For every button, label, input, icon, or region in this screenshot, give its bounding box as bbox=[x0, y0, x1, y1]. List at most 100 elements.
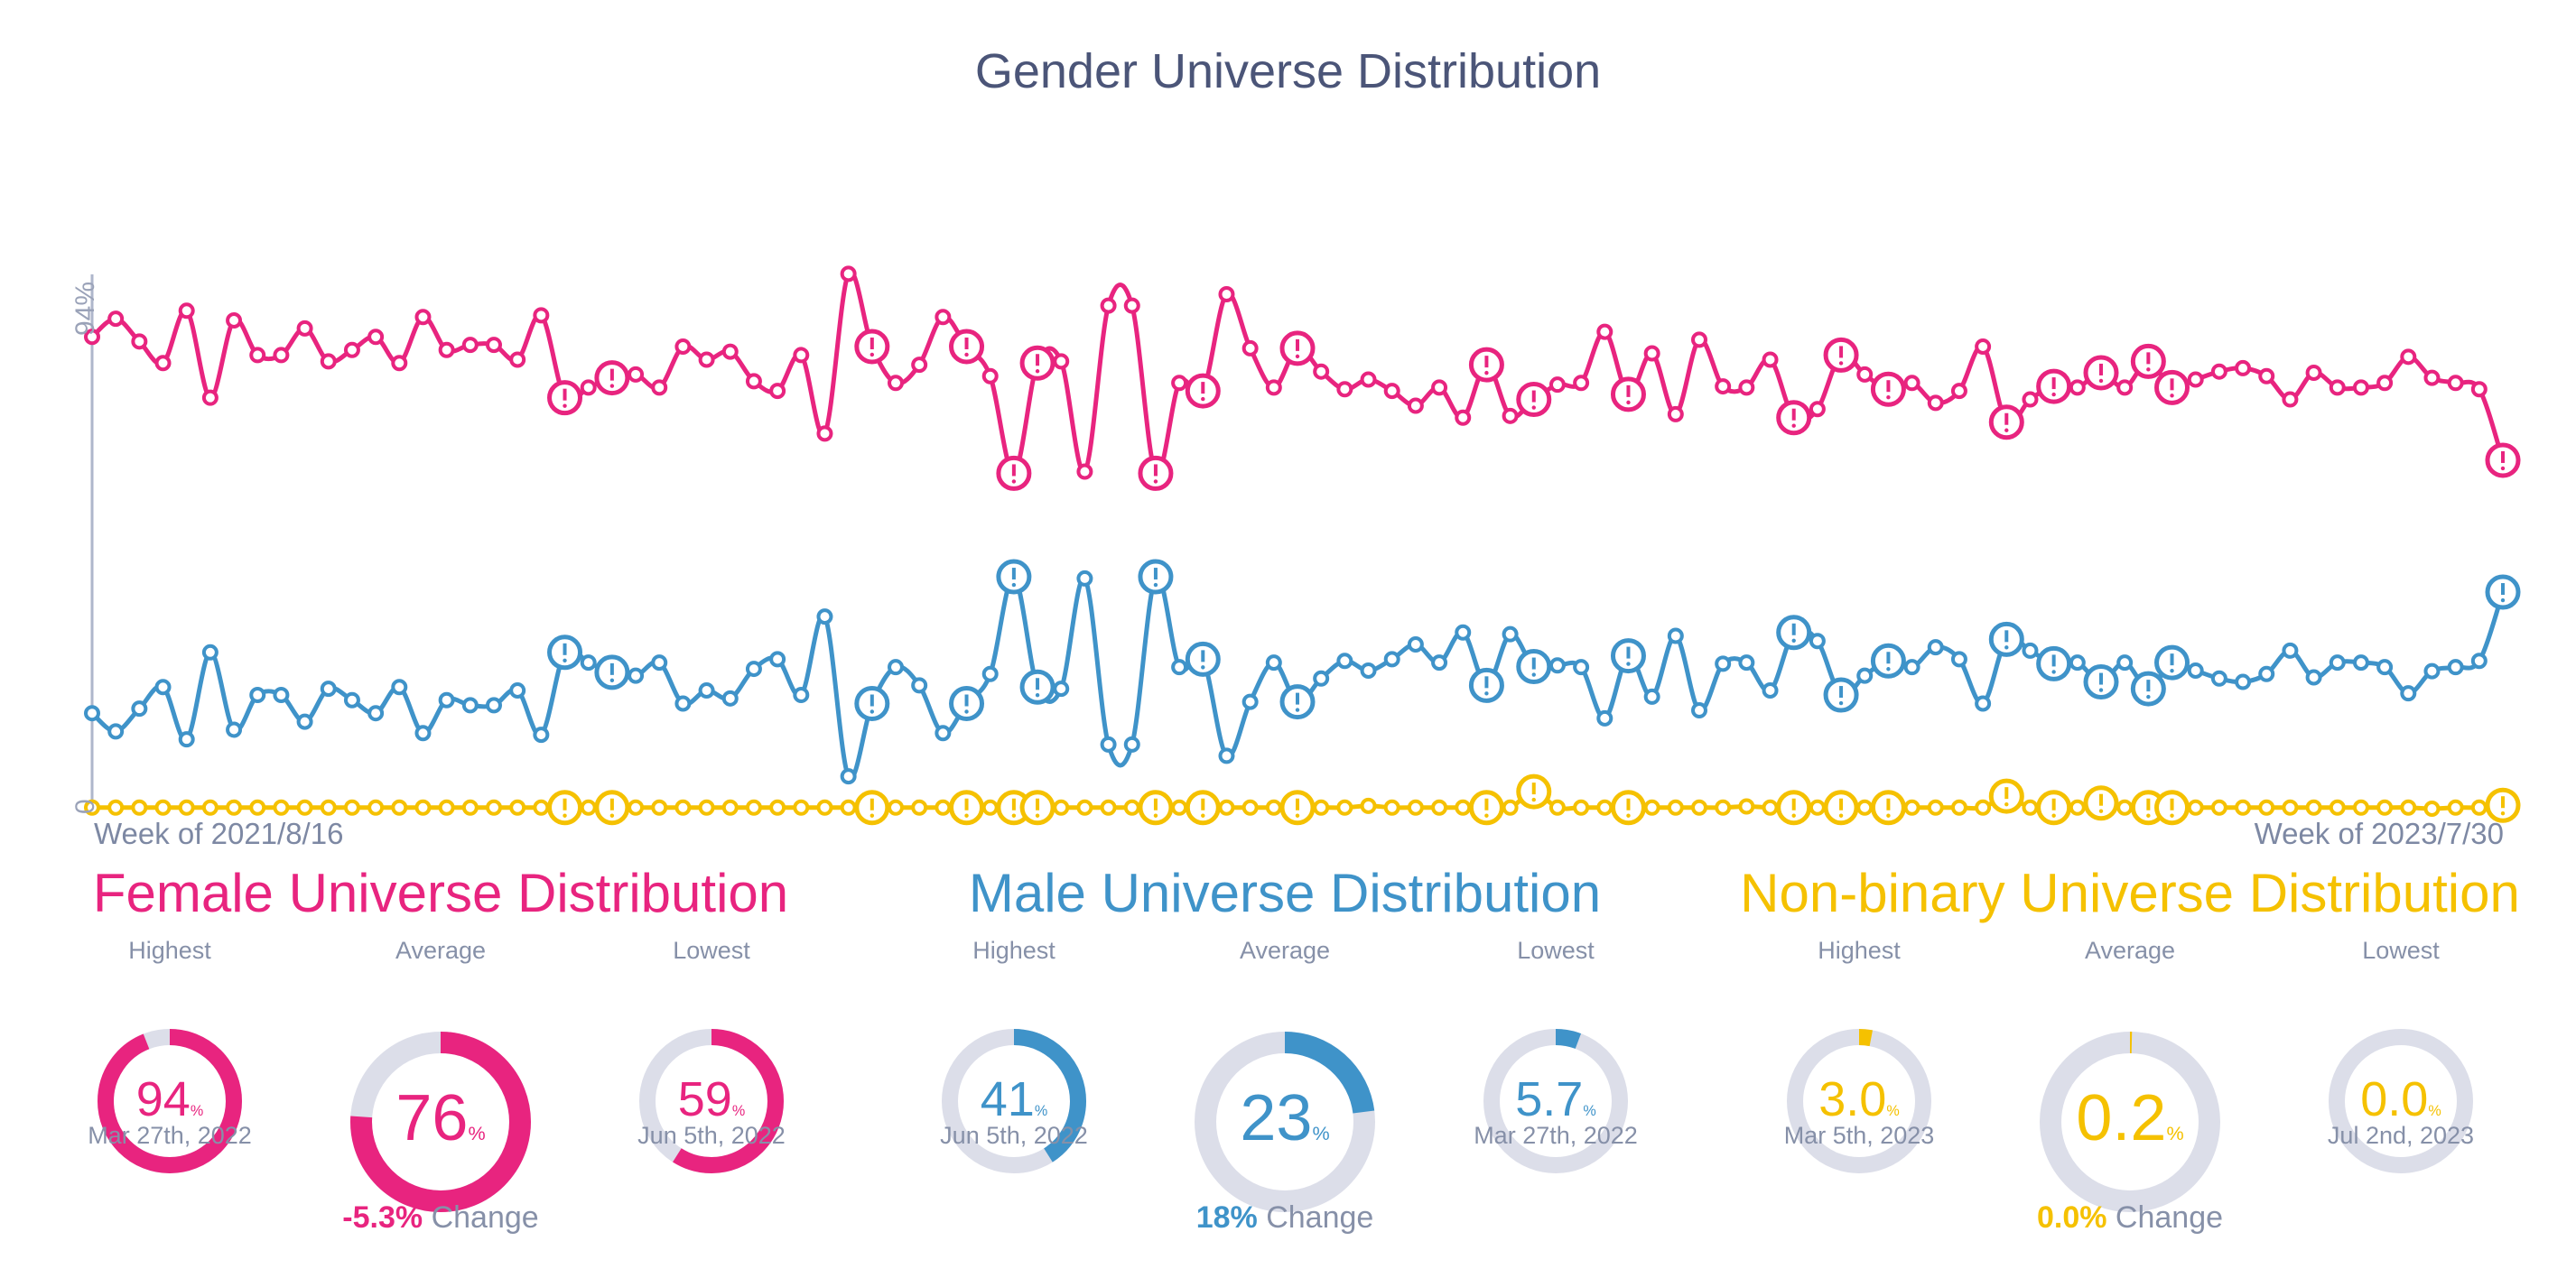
nonbinary-data-point[interactable] bbox=[273, 799, 290, 816]
female-data-point[interactable] bbox=[2258, 367, 2275, 384]
female-data-point[interactable] bbox=[911, 357, 928, 374]
female-data-point[interactable] bbox=[2400, 348, 2417, 366]
nonbinary-data-point[interactable] bbox=[2400, 799, 2417, 816]
female-data-point[interactable] bbox=[1596, 323, 1613, 340]
nonbinary-data-point[interactable] bbox=[1975, 799, 1992, 816]
male-data-point[interactable] bbox=[201, 644, 219, 661]
male-data-point[interactable] bbox=[1360, 662, 1377, 679]
nonbinary-data-point[interactable] bbox=[1455, 799, 1472, 816]
female-data-point[interactable] bbox=[1053, 353, 1070, 370]
nonbinary-data-point[interactable] bbox=[533, 799, 550, 816]
nonbinary-data-point[interactable] bbox=[1903, 799, 1920, 816]
female-data-point[interactable] bbox=[674, 338, 692, 355]
female-data-point[interactable] bbox=[935, 309, 952, 326]
nonbinary-data-point[interactable] bbox=[2352, 799, 2369, 816]
male-data-point[interactable] bbox=[1573, 659, 1590, 676]
female-data-point[interactable] bbox=[391, 355, 408, 372]
male-data-point[interactable] bbox=[840, 768, 857, 785]
male-data-point[interactable] bbox=[935, 725, 952, 742]
female-data-point[interactable] bbox=[1076, 463, 1093, 480]
male-data-point[interactable] bbox=[1336, 653, 1353, 670]
male-data-point[interactable] bbox=[1856, 667, 1874, 684]
nonbinary-data-point[interactable] bbox=[840, 799, 857, 816]
female-data-point[interactable] bbox=[1218, 286, 1235, 303]
female-data-point[interactable] bbox=[2282, 391, 2299, 408]
male-data-point[interactable] bbox=[2329, 654, 2346, 672]
nonbinary-data-point[interactable] bbox=[721, 799, 739, 816]
nonbinary-data-point[interactable] bbox=[1667, 799, 1684, 816]
nonbinary-data-point[interactable] bbox=[1950, 799, 1967, 816]
male-data-point[interactable] bbox=[793, 687, 810, 704]
nonbinary-data-point[interactable] bbox=[1431, 799, 1448, 816]
nonbinary-data-point[interactable] bbox=[1715, 799, 1732, 816]
nonbinary-data-point[interactable] bbox=[1336, 799, 1353, 816]
nonbinary-data-point[interactable] bbox=[438, 799, 455, 816]
male-data-point[interactable] bbox=[1100, 736, 1117, 753]
female-data-point[interactable] bbox=[888, 375, 904, 392]
female-data-point[interactable] bbox=[1950, 383, 1967, 400]
female-data-point[interactable] bbox=[2329, 379, 2346, 396]
male-data-point[interactable] bbox=[1903, 659, 1920, 676]
nonbinary-data-point[interactable] bbox=[391, 799, 408, 816]
male-data-point[interactable] bbox=[461, 697, 479, 714]
nonbinary-data-point[interactable] bbox=[1502, 799, 1519, 816]
female-data-point[interactable] bbox=[1548, 376, 1566, 394]
female-data-point[interactable] bbox=[1407, 397, 1424, 414]
nonbinary-data-point[interactable] bbox=[1265, 799, 1282, 816]
male-data-point[interactable] bbox=[391, 679, 408, 696]
nonbinary-data-point[interactable] bbox=[2376, 799, 2394, 816]
male-data-point[interactable] bbox=[1667, 627, 1684, 644]
nonbinary-data-point[interactable] bbox=[698, 799, 715, 816]
nonbinary-data-point[interactable] bbox=[2447, 799, 2464, 816]
male-data-point[interactable] bbox=[1762, 682, 1779, 699]
male-data-point[interactable] bbox=[580, 654, 597, 672]
male-data-point[interactable] bbox=[2187, 662, 2204, 679]
male-data-point[interactable] bbox=[2470, 653, 2488, 670]
male-data-point[interactable] bbox=[486, 697, 502, 714]
female-data-point[interactable] bbox=[320, 353, 337, 370]
female-data-point[interactable] bbox=[509, 351, 526, 368]
female-data-point[interactable] bbox=[414, 309, 432, 326]
nonbinary-data-point[interactable] bbox=[2329, 799, 2346, 816]
male-data-point[interactable] bbox=[154, 679, 172, 696]
male-data-point[interactable] bbox=[721, 690, 739, 707]
nonbinary-data-point[interactable] bbox=[1360, 797, 1377, 814]
female-data-point[interactable] bbox=[1313, 363, 1330, 380]
female-data-point[interactable] bbox=[2116, 379, 2134, 396]
male-data-point[interactable] bbox=[1809, 633, 1826, 650]
female-data-point[interactable] bbox=[1738, 379, 1755, 396]
male-data-point[interactable] bbox=[273, 687, 290, 704]
female-data-point[interactable] bbox=[273, 347, 290, 364]
nonbinary-data-point[interactable] bbox=[1596, 799, 1613, 816]
male-data-point[interactable] bbox=[1218, 747, 1235, 764]
male-data-point[interactable] bbox=[131, 700, 148, 718]
male-data-point[interactable] bbox=[2376, 659, 2394, 676]
nonbinary-data-point[interactable] bbox=[1053, 799, 1070, 816]
female-data-point[interactable] bbox=[1502, 407, 1519, 424]
nonbinary-data-point[interactable] bbox=[674, 799, 692, 816]
female-data-point[interactable] bbox=[2210, 363, 2227, 380]
nonbinary-data-point[interactable] bbox=[320, 799, 337, 816]
male-data-point[interactable] bbox=[107, 723, 125, 740]
female-data-point[interactable] bbox=[178, 302, 195, 320]
female-data-point[interactable] bbox=[461, 337, 479, 354]
nonbinary-data-point[interactable] bbox=[1123, 799, 1140, 816]
nonbinary-data-point[interactable] bbox=[1573, 799, 1590, 816]
nonbinary-data-point[interactable] bbox=[2470, 799, 2488, 816]
female-data-point[interactable] bbox=[84, 329, 100, 346]
male-data-point[interactable] bbox=[1431, 654, 1448, 672]
female-data-point[interactable] bbox=[1360, 371, 1377, 388]
female-data-point[interactable] bbox=[721, 343, 739, 360]
nonbinary-data-point[interactable] bbox=[1856, 799, 1874, 816]
male-data-point[interactable] bbox=[2258, 665, 2275, 682]
female-data-point[interactable] bbox=[438, 341, 455, 358]
nonbinary-data-point[interactable] bbox=[1643, 799, 1660, 816]
male-data-point[interactable] bbox=[1407, 635, 1424, 653]
nonbinary-data-point[interactable] bbox=[1218, 799, 1235, 816]
male-data-point[interactable] bbox=[1927, 639, 1944, 656]
female-data-point[interactable] bbox=[1667, 405, 1684, 422]
female-data-point[interactable] bbox=[2187, 371, 2204, 388]
female-data-point[interactable] bbox=[2470, 381, 2488, 398]
nonbinary-data-point[interactable] bbox=[509, 799, 526, 816]
nonbinary-data-point[interactable] bbox=[461, 799, 479, 816]
